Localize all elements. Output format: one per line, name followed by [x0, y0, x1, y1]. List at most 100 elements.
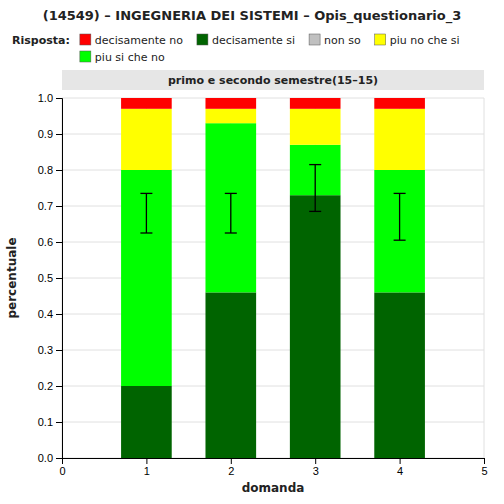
- error-bar-cap: [309, 164, 321, 165]
- legend-swatch: [197, 34, 208, 45]
- legend-label: piu no che si: [390, 34, 460, 47]
- tick: 0.8: [38, 164, 62, 176]
- error-bar-cap: [309, 211, 321, 212]
- bar: [205, 109, 256, 123]
- error-bar: [146, 193, 147, 233]
- legend-item: decisamente si: [197, 34, 295, 47]
- legend-item: non so: [309, 34, 361, 47]
- legend-swatch: [309, 34, 320, 45]
- tick-label: 0.4: [38, 308, 53, 320]
- tick-mark: [231, 458, 232, 464]
- tick: 3: [313, 458, 319, 477]
- tick: 0.5: [38, 272, 62, 284]
- grid-line: [484, 98, 485, 458]
- error-bar-cap: [225, 232, 237, 233]
- error-bar-cap: [140, 193, 152, 194]
- tick: 0.7: [38, 200, 62, 212]
- legend-swatch: [80, 34, 91, 45]
- error-bar-cap: [140, 232, 152, 233]
- tick-mark: [484, 458, 485, 464]
- tick-label: 0.0: [38, 452, 53, 464]
- tick: 2: [228, 458, 234, 477]
- tick: 0.1: [38, 416, 62, 428]
- tick: 0.0: [38, 452, 62, 464]
- tick-label: 0.3: [38, 344, 53, 356]
- bar: [205, 98, 256, 109]
- tick-label: 3: [313, 465, 319, 477]
- tick-mark: [315, 458, 316, 464]
- error-bar-cap: [394, 193, 406, 194]
- legend-label: decisamente no: [95, 34, 183, 47]
- tick-mark: [56, 422, 62, 423]
- legend: Risposta: decisamente no decisamente si non…: [12, 34, 460, 64]
- bar: [121, 386, 172, 458]
- tick-label: 0.8: [38, 164, 53, 176]
- bar: [290, 195, 341, 458]
- legend-label: non so: [324, 34, 361, 47]
- tick-label: 1: [144, 465, 150, 477]
- tick-mark: [56, 98, 62, 99]
- tick: 0.6: [38, 236, 62, 248]
- bar: [121, 170, 172, 386]
- bar: [290, 98, 341, 109]
- tick: 0.2: [38, 380, 62, 392]
- tick-mark: [400, 458, 401, 464]
- bar: [374, 292, 425, 458]
- tick-label: 0.9: [38, 128, 53, 140]
- axis-line: [56, 99, 63, 459]
- legend-swatch: [375, 34, 386, 45]
- tick: 4: [397, 458, 403, 477]
- legend-title: Risposta:: [12, 34, 70, 47]
- bar: [374, 98, 425, 109]
- bar-series: [121, 98, 425, 109]
- bar-series: [121, 109, 425, 170]
- subtitle-banner: [62, 70, 484, 90]
- tick-mark: [56, 278, 62, 279]
- bar: [205, 123, 256, 292]
- error-bar-cap: [225, 193, 237, 194]
- grid: [62, 98, 484, 458]
- error-bars: [140, 165, 405, 241]
- error-bar: [399, 193, 400, 240]
- bar: [374, 170, 425, 292]
- y-axis-title: percentuale: [5, 237, 19, 318]
- plot-area: [121, 98, 425, 458]
- tick-mark: [146, 458, 147, 464]
- bar: [374, 109, 425, 170]
- legend-swatch: [80, 51, 91, 62]
- tick: 1.0: [38, 92, 62, 104]
- tick-label: 5: [481, 465, 487, 477]
- tick: 5: [481, 458, 487, 477]
- tick-label: 1.0: [38, 92, 53, 104]
- tick-label: 0: [59, 465, 65, 477]
- tick-mark: [56, 458, 62, 459]
- tick: 0.4: [38, 308, 62, 320]
- legend-item: piu si che no: [80, 51, 165, 64]
- tick-mark: [56, 386, 62, 387]
- tick: 0.9: [38, 128, 62, 140]
- x-axis: 0 1 2 3 4 5: [59, 458, 487, 477]
- tick-label: 0.5: [38, 272, 53, 284]
- bar: [121, 109, 172, 170]
- tick-mark: [56, 170, 62, 171]
- subtitle: primo e secondo semestre(15–15): [168, 74, 378, 87]
- tick-mark: [56, 242, 62, 243]
- tick-label: 4: [397, 465, 403, 477]
- tick-label: 2: [228, 465, 234, 477]
- tick: 1: [144, 458, 150, 477]
- tick: 0.3: [38, 344, 62, 356]
- tick-label: 0.7: [38, 200, 53, 212]
- title: (14549) – INGEGNERIA DEI SISTEMI – Opis_…: [43, 8, 462, 24]
- bar: [290, 109, 341, 145]
- tick-mark: [56, 350, 62, 351]
- tick-mark: [56, 134, 62, 135]
- bar: [205, 292, 256, 458]
- x-axis-title: domanda: [242, 481, 305, 495]
- legend-label: piu si che no: [95, 51, 165, 64]
- y-axis: 0.0 0.1 0.2 0.3 0.4 0.5 0.6 0.7 0.8 0.9 1.0: [38, 92, 63, 464]
- tick-label: 0.1: [38, 416, 53, 428]
- error-bar: [315, 165, 316, 212]
- chart: (14549) – INGEGNERIA DEI SISTEMI – Opis_…: [0, 0, 504, 504]
- legend-label: decisamente si: [212, 34, 295, 47]
- legend-item: piu no che si: [375, 34, 460, 47]
